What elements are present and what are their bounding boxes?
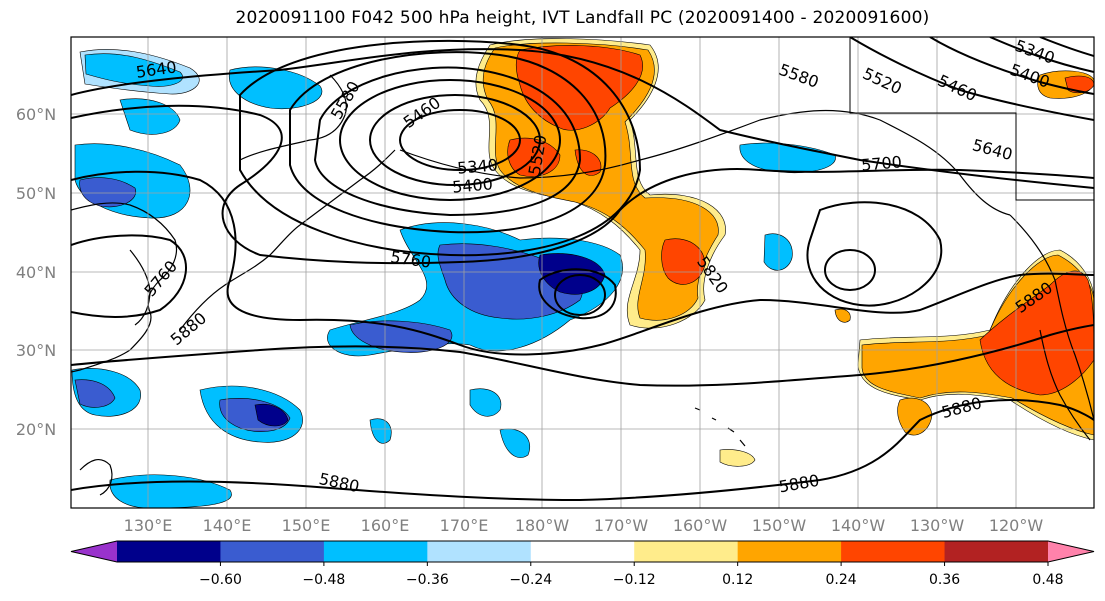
colorbar-segment: [634, 541, 739, 562]
shade-red-north3: [574, 149, 602, 176]
lon-label-170w: 170°W: [594, 516, 649, 535]
map-plot-area: 5640 5580 5460 5340 5400 5520 5760 5760 …: [71, 37, 1094, 508]
lon-label-170e: 170°E: [440, 516, 489, 535]
lat-label-50n: 50°N: [16, 184, 56, 203]
landfall-box: [849, 37, 1094, 201]
contour-label: 5400: [451, 174, 493, 196]
colorbar-segment: [737, 541, 842, 562]
contour-label: 5700: [860, 152, 902, 174]
colorbar-segment: [427, 541, 532, 562]
lon-label-150e: 150°E: [282, 516, 331, 535]
colorbar-tick-label: −0.48: [302, 572, 345, 588]
alaska-coast: [639, 109, 1011, 216]
longitude-labels: 130°E 140°E 150°E 160°E 170°E 180°W 170°…: [124, 516, 1044, 535]
colorbar-segment: [944, 541, 1049, 562]
colorbar-segment: [220, 541, 325, 562]
colorbar-segment: [530, 541, 635, 562]
lon-label-150w: 150°W: [752, 516, 807, 535]
lon-label-160w: 160°W: [673, 516, 728, 535]
shade-mid-blue-sw: [74, 379, 116, 408]
lon-label-130e: 130°E: [124, 516, 173, 535]
colorbar-segment: [323, 541, 428, 562]
shade-blue-south4: [369, 418, 392, 444]
shade-mid-blue-central2: [349, 320, 453, 353]
shade-red-north: [515, 45, 643, 131]
lat-label-40n: 40°N: [16, 263, 56, 282]
colorbar-tick-label: −0.36: [406, 572, 449, 588]
colorbar-segment: [841, 541, 946, 562]
colorbar-extend-low: [71, 541, 117, 562]
colorbar-tick-label: −0.24: [509, 572, 552, 588]
shade-yellow-south: [719, 449, 756, 467]
philippines-coast: [79, 458, 113, 496]
korea-coast: [129, 249, 151, 326]
latitude-labels: 60°N 50°N 40°N 30°N 20°N: [16, 105, 56, 439]
map-title: 2020091100 F042 500 hPa height, IVT Land…: [235, 8, 930, 28]
colorbar-tick-label: −0.60: [199, 572, 242, 588]
shade-blue-south3: [469, 388, 502, 417]
hawaii-islands: [694, 407, 746, 447]
lat-label-60n: 60°N: [16, 105, 56, 124]
colorbar-tick-label: 0.12: [722, 572, 753, 588]
lon-label-130w: 130°W: [910, 516, 965, 535]
shade-navy-south: [254, 403, 289, 427]
lon-label-140w: 140°W: [831, 516, 886, 535]
lon-label-160e: 160°E: [361, 516, 410, 535]
shade-orange-sw: [897, 397, 933, 436]
shade-orange-mid: [834, 308, 851, 323]
colorbar: −0.60 −0.48 −0.36 −0.24 −0.12 0.12 0.24 0.36 0.4…: [70, 540, 1095, 588]
colorbar-tick-label: 0.36: [929, 572, 960, 588]
shade-blue-mid2: [763, 233, 793, 271]
shade-red-mid: [661, 238, 706, 285]
lat-label-30n: 30°N: [16, 341, 56, 360]
shade-blue-south5: [499, 428, 530, 458]
height-contours: [71, 37, 1094, 502]
contour-label: 5340: [456, 155, 498, 177]
shade-blue-nw: [84, 53, 183, 87]
colorbar-extend-high: [1048, 541, 1094, 562]
lon-label-140e: 140°E: [203, 516, 252, 535]
map-frame: [70, 36, 1095, 509]
gridlines: [71, 37, 1094, 508]
shade-mid-blue-west: [79, 177, 137, 208]
colorbar-segment: [117, 541, 221, 562]
colorbar-tick-label: 0.24: [826, 572, 857, 588]
lon-label-120w: 120°W: [989, 516, 1044, 535]
japan-arc: [179, 224, 301, 331]
lat-label-20n: 20°N: [16, 420, 56, 439]
colorbar-tick-label: 0.48: [1032, 572, 1063, 588]
kuril-arc: [299, 149, 396, 226]
na-westcoast: [1009, 214, 1094, 421]
colorbar-tick-label: −0.12: [613, 572, 656, 588]
lon-label-180w: 180°W: [515, 516, 570, 535]
